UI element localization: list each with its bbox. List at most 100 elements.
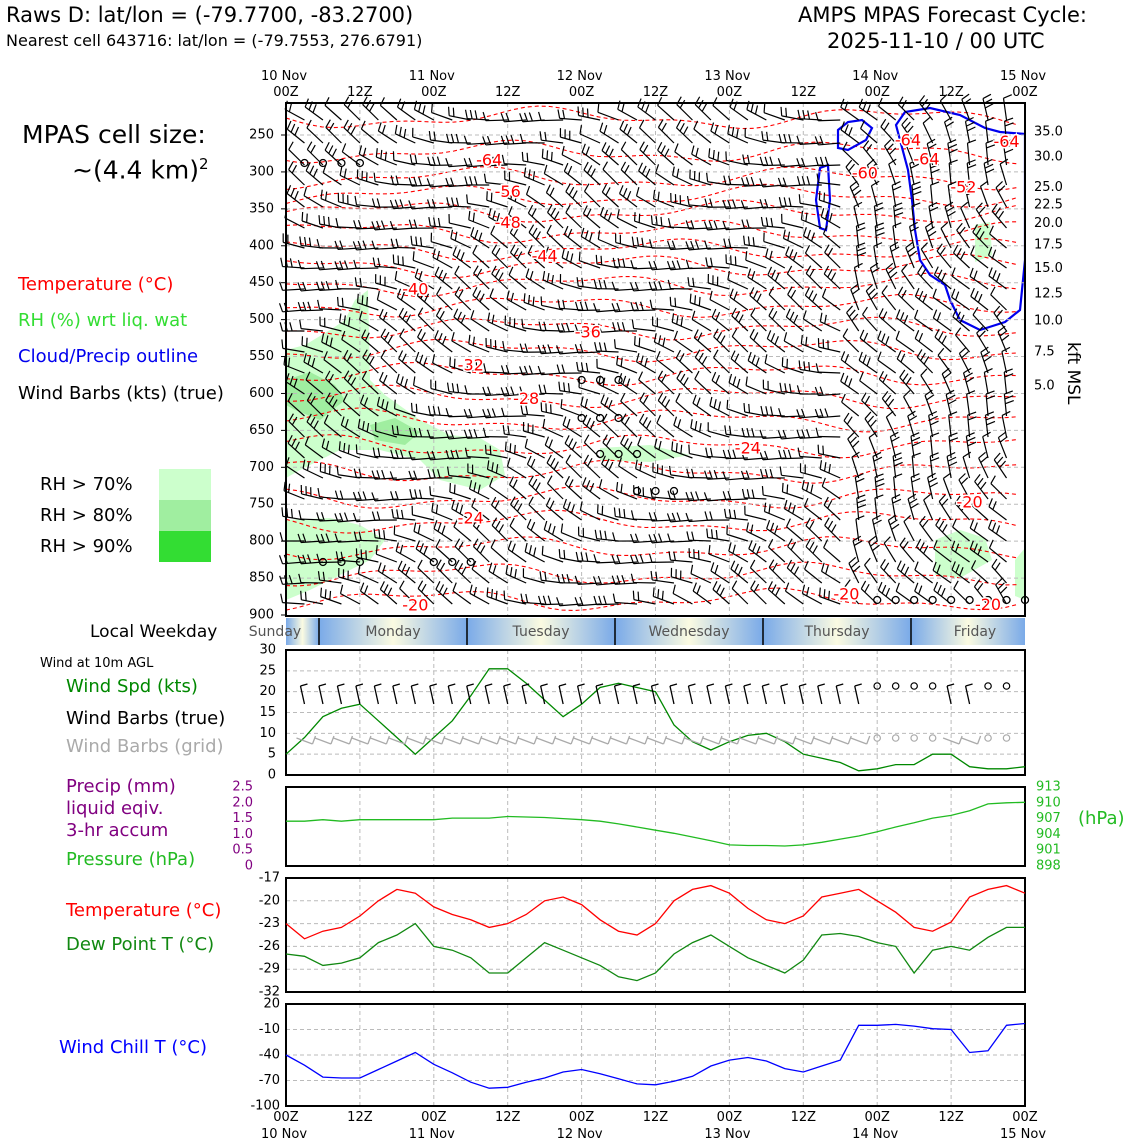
wind-barb-flag [457,563,464,572]
grid-barb-flag [847,735,852,745]
wind-barb-shaft [301,493,324,500]
wind-barb-shaft [784,508,804,521]
pressure-tick-label: 550 [249,349,274,364]
wind-barb-flag [426,178,431,188]
surface-calm-marker-grid [928,734,937,742]
grid-barb-flag [515,735,520,745]
wind-barb-flag [673,416,678,426]
wind-barb-flag [579,501,583,511]
wind-barb-flag [601,455,606,465]
temperature-contour-label: -64 [993,132,1019,151]
wind-barb-flag [804,560,809,570]
wind-barb-flag [645,104,650,113]
wind-barb-flag [766,330,772,339]
pressure-line [286,801,1026,847]
wind-barb-flag [764,354,768,364]
wind-barb-flag [418,102,422,112]
wind-barb-shaft [896,317,915,332]
wind-barb-flag [891,436,900,442]
wind-barb-flag [922,293,928,303]
wind-barb-flag [644,357,648,367]
wind-barb-flag [796,409,801,419]
wind-barb-shaft [765,256,786,269]
wind-barb-flag [928,143,937,149]
wind-barb-flag [570,504,575,514]
wind-barb-flag [460,252,465,261]
wind-barb-flag [598,595,602,605]
wind-barb-flag [339,512,344,522]
wind-barb-flag [598,279,602,289]
bottom-time-tick-label: 00Z [1012,1110,1038,1125]
wind-barb-flag [486,587,489,597]
surface-barb-flag [595,683,604,687]
wind-barb-flag [301,211,304,222]
wind-barb-shaft [822,296,841,311]
wind-barb-flag [402,311,408,320]
wind-barb-flag [820,207,825,217]
wind-barb-flag [415,351,420,361]
wind-barb-shaft [435,588,453,605]
wind-barb-flag [927,472,936,479]
wind-barb-shaft [563,507,582,521]
wind-barb-flag [491,462,494,472]
temperature-contour [286,434,1019,459]
wind-barb-flag [483,363,487,373]
grid-barb [536,737,553,745]
wind-barb-flag [278,555,284,565]
wind-barb-flag [889,519,898,526]
wind-barb-flag [580,362,584,372]
wind-barb-shaft [358,427,379,438]
wind-barb-flag [344,419,349,428]
wind-barb-flag [903,514,911,522]
wind-barb-flag [346,122,353,132]
wind-barb-flag [959,314,965,324]
wind-barb-flag [752,237,755,247]
wind-barb-shaft [338,305,361,311]
wind-barb-flag [472,245,478,254]
wind-barb-flag [909,250,917,258]
wind-barb-shaft [507,548,527,563]
wind-barb-shaft [951,296,970,311]
wind-barb-flag [738,314,744,323]
wind-barb-shaft [855,246,860,269]
wind-barb-flag [667,240,672,250]
wind-barb-flag [852,440,860,448]
wind-barb-flag [376,470,381,480]
wind-barb-flag [434,330,439,339]
wind-barb-shaft [319,223,342,229]
wind-barb-shaft [871,519,878,542]
wind-barb-flag [629,282,635,292]
wind-barb-flag [706,172,709,182]
wind-barb-shaft [393,246,416,249]
wind-barb-shaft [339,321,361,332]
wind-barb-flag [456,249,461,259]
wind-barb-shaft [544,254,564,269]
wind-barb-flag [917,264,923,274]
wind-barb-flag [306,119,312,129]
wind-barb-flag [562,109,566,119]
wind-barb-flag [469,584,473,594]
wind-barb-flag [645,168,651,178]
grid-barb [739,737,757,745]
wind-barb-flag [623,438,629,447]
temperature-contour-label: -20 [402,596,428,615]
wind-barb-flag [317,571,321,581]
wind-barb-flag [999,460,1007,469]
wind-barb-shaft [782,365,804,374]
wind-barb-flag [547,523,552,533]
rh-legend-swatch [159,500,211,531]
wind-barb-flag [472,336,475,346]
wind-barb-flag [987,519,993,529]
wind-barb-flag [413,177,418,187]
wind-barb-shaft [694,104,712,121]
wind-barb-flag [393,399,396,409]
wind-barb-flag [827,520,834,530]
wind-barb-flag [437,406,441,416]
wind-barb-shaft [488,216,509,229]
wind-barb-shaft [378,570,398,584]
wind-barb-shaft [674,338,693,353]
wind-barb-flag [291,164,298,174]
wind-barb-flag [548,249,553,259]
wind-barb-flag [306,392,313,401]
wind-barb-flag [433,520,438,529]
